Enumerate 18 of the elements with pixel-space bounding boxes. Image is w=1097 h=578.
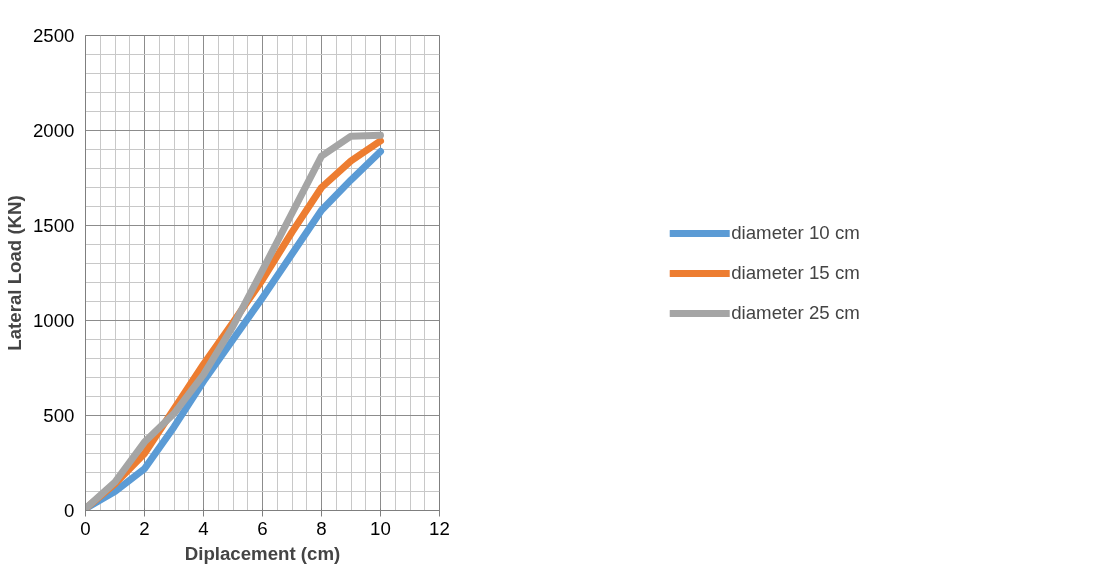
legend-label: diameter 10 cm: [731, 221, 860, 244]
legend-label: diameter 25 cm: [731, 301, 860, 324]
y-axis-title: Lateral Load (KN): [4, 195, 25, 351]
y-tick-label: 1500: [33, 215, 75, 236]
x-tick-label: 12: [429, 517, 450, 539]
x-tick-label: 4: [198, 517, 209, 539]
y-tick-label: 0: [64, 500, 75, 521]
x-axis-title: Diplacement (cm): [184, 542, 341, 564]
x-tick-label: 0: [80, 517, 91, 539]
y-tick-label: 500: [43, 405, 75, 426]
y-tick-label: 1000: [33, 310, 75, 331]
x-tick-label: 2: [139, 517, 150, 539]
y-tick-label: 2000: [33, 120, 75, 141]
x-tick-label: 8: [316, 517, 327, 539]
legend-label: diameter 15 cm: [731, 261, 860, 284]
y-tick-label: 2500: [33, 25, 75, 46]
x-tick-label: 10: [370, 517, 391, 539]
x-tick-label: 6: [257, 517, 268, 539]
